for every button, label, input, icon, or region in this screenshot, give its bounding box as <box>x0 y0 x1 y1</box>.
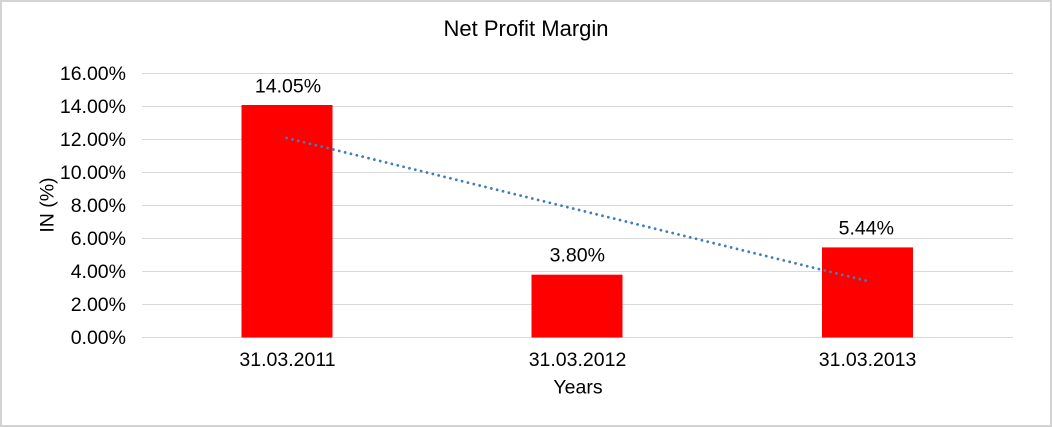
svg-text:5.44%: 5.44% <box>839 218 894 240</box>
svg-text:2.00%: 2.00% <box>71 294 126 316</box>
svg-text:12.00%: 12.00% <box>60 129 126 151</box>
svg-text:10.00%: 10.00% <box>60 162 126 184</box>
svg-text:3.80%: 3.80% <box>550 245 605 267</box>
svg-text:14.05%: 14.05% <box>255 75 321 97</box>
svg-text:Years: Years <box>553 377 602 399</box>
svg-text:6.00%: 6.00% <box>71 228 126 250</box>
svg-text:4.00%: 4.00% <box>71 261 126 283</box>
svg-text:14.00%: 14.00% <box>60 96 126 118</box>
svg-text:0.00%: 0.00% <box>71 327 126 349</box>
svg-text:31.03.2013: 31.03.2013 <box>819 349 917 371</box>
svg-text:31.03.2011: 31.03.2011 <box>239 349 335 371</box>
svg-text:31.03.2012: 31.03.2012 <box>529 349 627 371</box>
svg-text:IN (%): IN (%) <box>37 177 59 232</box>
svg-text:8.00%: 8.00% <box>71 195 126 217</box>
svg-text:16.00%: 16.00% <box>60 63 126 85</box>
svg-text:Net Profit Margin: Net Profit Margin <box>443 16 608 41</box>
